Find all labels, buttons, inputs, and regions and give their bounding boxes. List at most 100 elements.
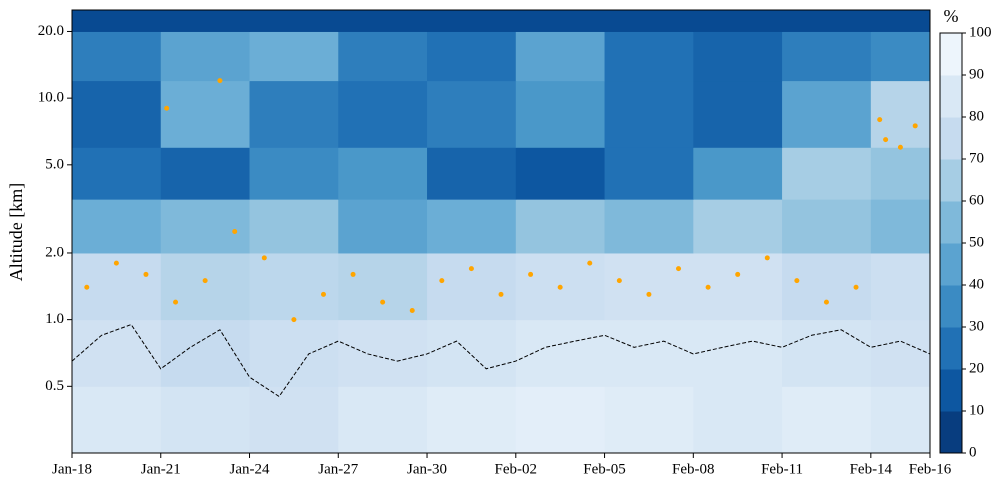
heatmap-cell [693, 31, 783, 82]
heatmap-cell [160, 386, 251, 454]
heatmap-cell [515, 386, 606, 454]
heatmap-cell [338, 31, 428, 82]
colorbar-label: % [944, 6, 959, 26]
x-tick-label: Feb-14 [850, 461, 893, 477]
heatmap-cell [249, 319, 339, 387]
heatmap-cell [427, 10, 517, 32]
x-tick-label: Feb-08 [672, 461, 715, 477]
colorbar-tick-label: 0 [969, 444, 977, 460]
x-tick-label: Jan-21 [141, 461, 181, 477]
heatmap-cell [427, 319, 517, 387]
heatmap-cell [870, 252, 931, 321]
heatmap-cell [427, 199, 517, 254]
cloud-point [616, 278, 622, 284]
colorbar-tick-label: 50 [969, 234, 984, 250]
heatmap-cell [249, 10, 339, 32]
x-tick-label: Feb-02 [495, 461, 538, 477]
colorbar-tick-label: 30 [969, 318, 984, 334]
cloud-point [676, 266, 682, 272]
heatmap-cell [870, 80, 931, 148]
cloud-point [143, 271, 149, 277]
heatmap-cell [870, 31, 931, 82]
cloud-point [232, 229, 238, 234]
colorbar-band [940, 75, 962, 118]
heatmap-cell [782, 80, 872, 148]
x-tick-label: Feb-05 [583, 461, 626, 477]
y-axis-label: Altitude [km] [6, 183, 26, 281]
heatmap-cell [870, 386, 931, 454]
colorbar-band [940, 159, 962, 202]
cloud-point [735, 271, 741, 277]
heatmap-cell [249, 80, 339, 148]
colorbar-tick-label: 100 [969, 24, 992, 40]
heatmap-cell [693, 10, 783, 32]
cloud-point [439, 278, 445, 284]
heatmap-cell [160, 199, 251, 254]
heatmap-cell [249, 31, 339, 82]
heatmap-cell [693, 80, 783, 148]
heatmap-cell [72, 147, 162, 200]
cloud-point [557, 284, 563, 290]
cloud-point [823, 299, 829, 305]
heatmap-cell [782, 386, 872, 454]
cloud-point [380, 299, 386, 305]
heatmap-cell [338, 80, 428, 148]
cloud-point [912, 123, 918, 129]
cloud-point [173, 299, 179, 305]
cloud-point [320, 291, 326, 297]
y-tick-label: 0.5 [45, 378, 64, 394]
heatmap-cell [870, 199, 931, 254]
heatmap-cell [338, 147, 428, 200]
heatmap-cell [160, 252, 251, 321]
heatmap-cell [249, 199, 339, 254]
colorbar-band [940, 327, 962, 370]
heatmap-cell [604, 252, 694, 321]
x-tick-label: Jan-27 [318, 461, 358, 477]
y-tick-label: 10.0 [38, 90, 64, 106]
heatmap-cell [338, 199, 428, 254]
cloud-point [705, 284, 711, 290]
heatmap-cell [604, 386, 694, 454]
cloud-point [350, 271, 356, 277]
y-tick-label: 5.0 [45, 156, 64, 172]
heatmap-cell [693, 147, 783, 200]
heatmap-cell [160, 31, 251, 82]
heatmap-cell [604, 10, 694, 32]
heatmap-cell [338, 319, 428, 387]
cloud-point [164, 105, 170, 111]
cloud-point [84, 284, 90, 290]
heatmap-cell [72, 199, 162, 254]
colorbar-band [940, 411, 962, 454]
y-tick-label: 2.0 [45, 244, 64, 260]
heatmap-cell [870, 10, 931, 32]
cloud-point [587, 260, 593, 266]
heatmap-cell [515, 10, 606, 32]
cloud-point [897, 144, 903, 150]
cloud-point [291, 317, 297, 323]
cloud-point [261, 255, 267, 261]
x-tick-label: Jan-30 [407, 461, 447, 477]
heatmap-cell [160, 319, 251, 387]
cloud-point [794, 278, 800, 284]
heatmap-cell [427, 80, 517, 148]
heatmap-cell [72, 386, 162, 454]
colorbar-tick-label: 90 [969, 66, 984, 82]
heatmap-cell [604, 319, 694, 387]
heatmap-cell [427, 386, 517, 454]
heatmap-cell [249, 252, 339, 321]
plot-frame [71, 9, 931, 454]
heatmap-cell [782, 31, 872, 82]
x-tick-label: Feb-11 [761, 461, 803, 477]
heatmap-cell [72, 10, 162, 32]
heatmap-cell [249, 386, 339, 454]
cloud-point [853, 284, 859, 290]
heatmap-cell [782, 10, 872, 32]
colorbar-tick-label: 70 [969, 150, 984, 166]
colorbar-band [940, 117, 962, 160]
x-tick-label: Jan-18 [52, 461, 92, 477]
heatmap-cell [160, 147, 251, 200]
y-tick-label: 1.0 [45, 311, 64, 327]
heatmap-cell [427, 31, 517, 82]
cloud-point [764, 255, 770, 261]
